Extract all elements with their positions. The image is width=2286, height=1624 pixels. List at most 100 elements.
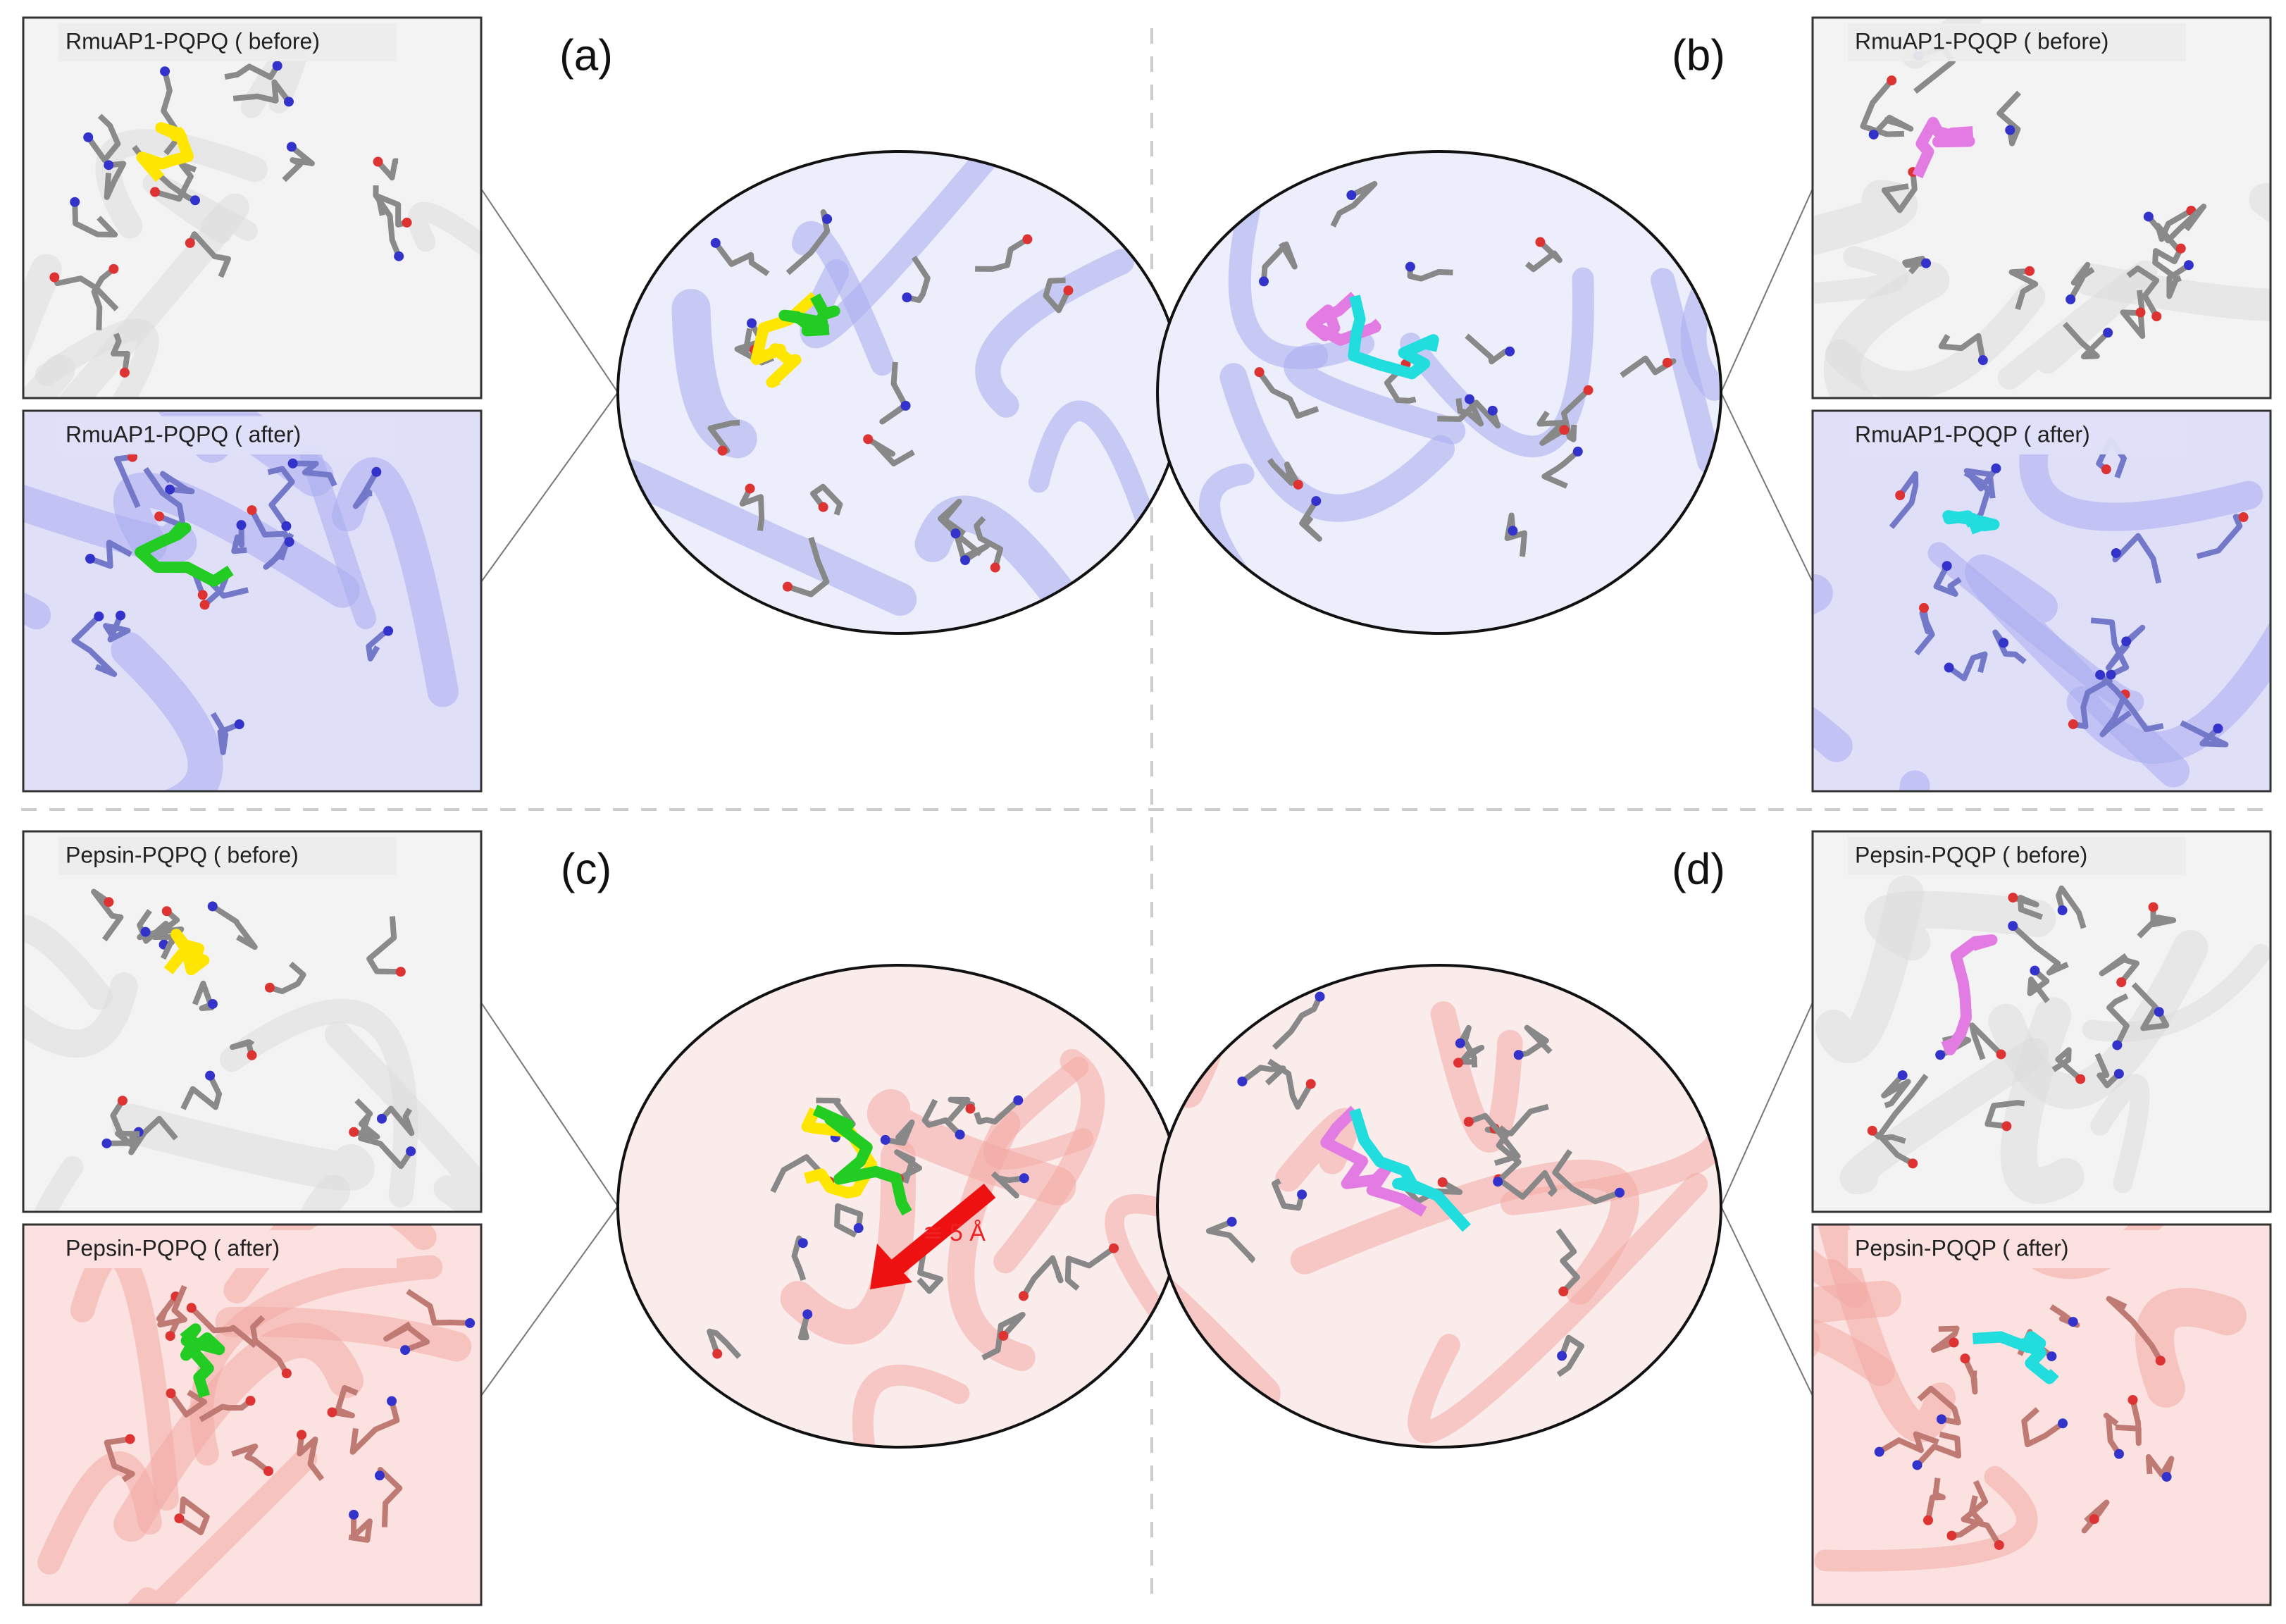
ribbon — [57, 193, 249, 398]
atom — [1991, 463, 2001, 473]
residue — [231, 1443, 271, 1474]
residue — [267, 466, 295, 528]
residue — [1969, 1022, 2004, 1060]
atom — [2238, 512, 2249, 523]
residue — [834, 1203, 864, 1238]
residue — [981, 1311, 1026, 1360]
atom — [1022, 234, 1033, 244]
atom — [349, 1509, 359, 1520]
atom — [1921, 258, 1932, 268]
ribbon — [2073, 182, 2271, 322]
atom — [287, 458, 298, 469]
residue — [2180, 720, 2229, 748]
atom — [2058, 1418, 2068, 1429]
atom — [1919, 602, 1930, 613]
ribbon — [2082, 943, 2271, 1042]
residue — [375, 158, 399, 181]
residue — [785, 209, 831, 275]
residue — [1437, 399, 1501, 429]
atom — [2101, 464, 2111, 475]
connector — [480, 1002, 619, 1207]
atom — [710, 237, 721, 248]
residue — [1881, 171, 1918, 213]
residue — [1996, 90, 2022, 147]
connector — [1720, 392, 1813, 583]
residue — [297, 1434, 325, 1482]
residue — [85, 113, 121, 163]
atom — [782, 581, 793, 592]
atom — [853, 1223, 864, 1234]
atom — [1868, 129, 1879, 140]
ribbon — [1825, 282, 2046, 398]
residue — [282, 144, 315, 182]
residue — [1267, 1058, 1314, 1110]
ribbon — [126, 1446, 318, 1605]
atom — [247, 1050, 257, 1060]
residue — [2056, 885, 2087, 929]
residue — [2196, 514, 2244, 559]
ribbon — [1813, 246, 1908, 304]
ligand — [1320, 1105, 1427, 1217]
residue — [263, 532, 294, 570]
atom — [863, 434, 874, 445]
residue — [232, 79, 292, 104]
atom — [1994, 1539, 2004, 1550]
scene — [1813, 831, 2271, 1212]
residue — [1555, 1228, 1580, 1294]
residue — [1261, 241, 1298, 282]
atom — [717, 445, 728, 456]
residue — [1963, 466, 1999, 499]
arrow — [885, 1183, 996, 1279]
atom — [746, 318, 757, 328]
residue — [180, 1074, 223, 1110]
background — [23, 411, 481, 791]
atom — [1493, 1177, 1503, 1187]
atom — [1944, 662, 1954, 673]
residue — [885, 1119, 915, 1146]
atom — [2113, 1449, 2124, 1459]
atom — [2030, 965, 2040, 976]
outline — [1811, 1223, 2272, 1606]
ligand — [812, 1104, 912, 1216]
residue — [72, 202, 118, 238]
atom — [2183, 260, 2194, 271]
ribbon — [331, 457, 459, 707]
atom — [2112, 1040, 2123, 1050]
residue — [1560, 388, 1591, 442]
atom — [955, 1129, 965, 1140]
panel-letter: (d) — [1672, 845, 1725, 893]
atom — [207, 901, 218, 912]
ribbon — [1430, 1001, 1523, 1153]
atom — [1437, 1177, 1448, 1187]
residue — [1064, 1246, 1116, 1291]
ribbon — [993, 1048, 1105, 1274]
annotation: ≅ 5 Å — [923, 1220, 986, 1246]
label-chip — [58, 416, 397, 454]
residue — [2103, 1413, 2122, 1456]
residue — [739, 487, 765, 531]
residue — [1257, 370, 1319, 419]
ligand — [1349, 1108, 1471, 1232]
residue — [1556, 1334, 1585, 1377]
residue — [2027, 968, 2050, 1003]
atom — [712, 1349, 723, 1359]
ribbon — [1813, 1318, 1895, 1387]
atom — [2095, 669, 2106, 680]
atom — [104, 160, 114, 171]
atom — [880, 1134, 890, 1145]
residue — [2106, 1296, 2163, 1363]
ribbon — [1408, 1172, 1708, 1444]
residue — [713, 241, 770, 277]
residue — [1496, 1125, 1522, 1184]
residue — [1524, 240, 1563, 273]
outline — [22, 16, 483, 399]
residue — [1962, 1357, 1978, 1395]
atom — [2113, 1069, 2124, 1079]
residue — [353, 1098, 380, 1140]
residue — [921, 1098, 962, 1137]
scene — [618, 151, 1181, 633]
atom — [101, 1138, 112, 1148]
atom — [263, 1466, 274, 1477]
residue — [106, 1130, 140, 1148]
scene — [23, 831, 481, 1212]
